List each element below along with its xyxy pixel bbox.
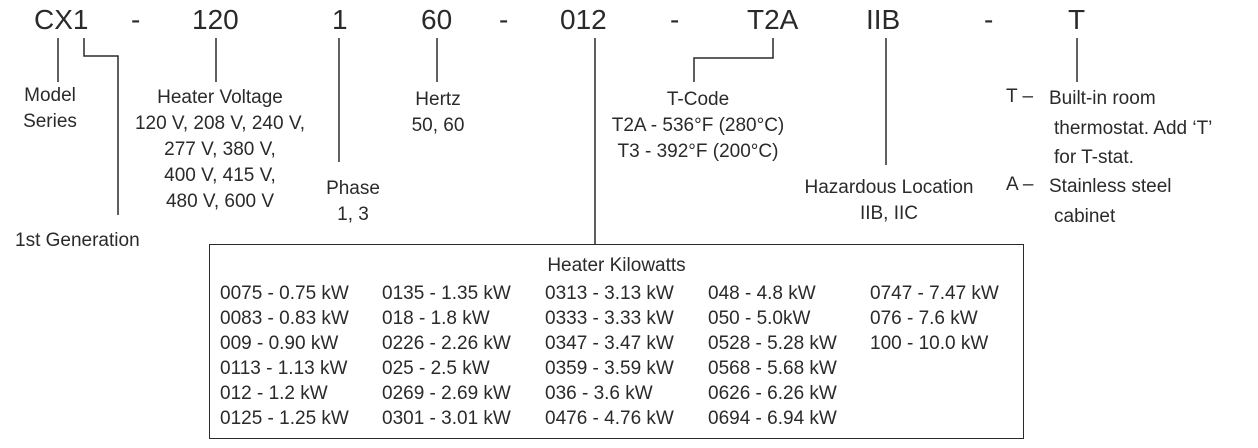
t-code-block: T-Code T2A - 536°F (280°C) T3 - 392°F (2… (594, 87, 802, 165)
code-hertz: 60 (421, 4, 453, 35)
kw-entry: 0125 - 1.25 kW (220, 408, 349, 429)
phase-value: 1, 3 (337, 204, 369, 225)
kw-entry: 076 - 7.6 kW (870, 308, 978, 329)
option-a-key: A – (1006, 174, 1034, 195)
option-t-key: T – (1006, 86, 1034, 107)
kw-entry: 036 - 3.6 kW (545, 383, 653, 404)
option-t-description: Built-in room thermostat. Add ‘T’ for T-… (1049, 88, 1213, 168)
code-phase: 1 (332, 4, 348, 35)
code-hazardous: IIB (866, 4, 901, 35)
kw-column-3: 0313 - 3.13 kW 0333 - 3.33 kW 0347 - 3.4… (545, 281, 674, 431)
option-a-description: Stainless steel cabinet (1049, 176, 1172, 227)
kw-entry: 012 - 1.2 kW (220, 383, 328, 404)
kw-entry: 0359 - 3.59 kW (545, 358, 674, 379)
hertz-block: Hertz 50, 60 (395, 87, 481, 139)
kw-entry: 0476 - 4.76 kW (545, 408, 674, 429)
kw-entry: 0075 - 0.75 kW (220, 283, 349, 304)
kw-entry: 009 - 0.90 kW (220, 333, 339, 354)
phase-title: Phase (326, 178, 380, 199)
hazardous-location-title: Hazardous Location (804, 177, 974, 198)
heater-voltage-title: Heater Voltage (157, 87, 283, 108)
heater-voltage-block: Heater Voltage 120 V, 208 V, 240 V, 277 … (120, 85, 320, 215)
heater-voltage-line: 400 V, 415 V, (164, 165, 276, 186)
kw-column-1: 0075 - 0.75 kW 0083 - 0.83 kW 009 - 0.90… (220, 281, 349, 431)
code-kilowatts: 012 (560, 4, 607, 35)
code-option: T (1068, 4, 1086, 35)
model-series-label: Model Series (23, 85, 77, 132)
heater-kilowatts-title: Heater Kilowatts (547, 255, 686, 276)
connector-first-generation (83, 38, 119, 215)
kw-entry: 100 - 10.0 kW (870, 333, 989, 354)
t-code-line: T2A - 536°F (280°C) (611, 115, 785, 136)
kw-entry: 0347 - 3.47 kW (545, 333, 674, 354)
kw-entry: 0301 - 3.01 kW (382, 408, 511, 429)
code-voltage: 120 (192, 4, 239, 35)
kw-column-2: 0135 - 1.35 kW 018 - 1.8 kW 0226 - 2.26 … (382, 281, 511, 431)
hertz-title: Hertz (415, 89, 461, 110)
kw-entry: 048 - 4.8 kW (708, 283, 816, 304)
kw-entry: 0226 - 2.26 kW (382, 333, 511, 354)
kw-entry: 0626 - 6.26 kW (708, 383, 837, 404)
kw-column-5: 0747 - 7.47 kW 076 - 7.6 kW 100 - 10.0 k… (870, 281, 999, 356)
kw-entry: 018 - 1.8 kW (382, 308, 490, 329)
t-code-title: T-Code (666, 89, 730, 110)
kw-entry: 025 - 2.5 kW (382, 358, 490, 379)
kw-entry: 050 - 5.0kW (708, 308, 811, 329)
kw-column-4: 048 - 4.8 kW 050 - 5.0kW 0528 - 5.28 kW … (708, 281, 837, 431)
kw-entry: 0083 - 0.83 kW (220, 308, 349, 329)
kw-entry: 0269 - 2.69 kW (382, 383, 511, 404)
connector-t-code (693, 38, 774, 82)
code-dash-1: - (131, 4, 141, 35)
kw-entry: 0568 - 5.68 kW (708, 358, 837, 379)
hazardous-location-value: IIB, IIC (859, 203, 919, 224)
kw-entry: 0313 - 3.13 kW (545, 283, 674, 304)
code-dash-2: - (499, 4, 509, 35)
code-t-code: T2A (747, 4, 799, 35)
hertz-value: 50, 60 (411, 115, 465, 136)
phase-block: Phase 1, 3 (310, 176, 396, 228)
heater-voltage-line: 480 V, 600 V (165, 191, 275, 212)
kw-entry: 0333 - 3.33 kW (545, 308, 674, 329)
kw-entry: 0694 - 6.94 kW (708, 408, 837, 429)
first-generation-label: 1st Generation (15, 230, 140, 251)
code-dash-4: - (984, 4, 994, 35)
hazardous-location-block: Hazardous Location IIB, IIC (784, 175, 994, 227)
kw-entry: 0747 - 7.47 kW (870, 283, 999, 304)
heater-kilowatts-box: Heater Kilowatts 0075 - 0.75 kW 0083 - 0… (209, 244, 1024, 439)
kw-entry: 0135 - 1.35 kW (382, 283, 511, 304)
code-dash-3: - (670, 4, 680, 35)
code-model: CX1 (34, 4, 89, 35)
kw-entry: 0113 - 1.13 kW (220, 358, 348, 379)
t-code-line: T3 - 392°F (200°C) (617, 141, 779, 162)
heater-voltage-line: 277 V, 380 V, (164, 139, 276, 160)
kw-entry: 0528 - 5.28 kW (708, 333, 837, 354)
heater-voltage-line: 120 V, 208 V, 240 V, (134, 113, 306, 134)
